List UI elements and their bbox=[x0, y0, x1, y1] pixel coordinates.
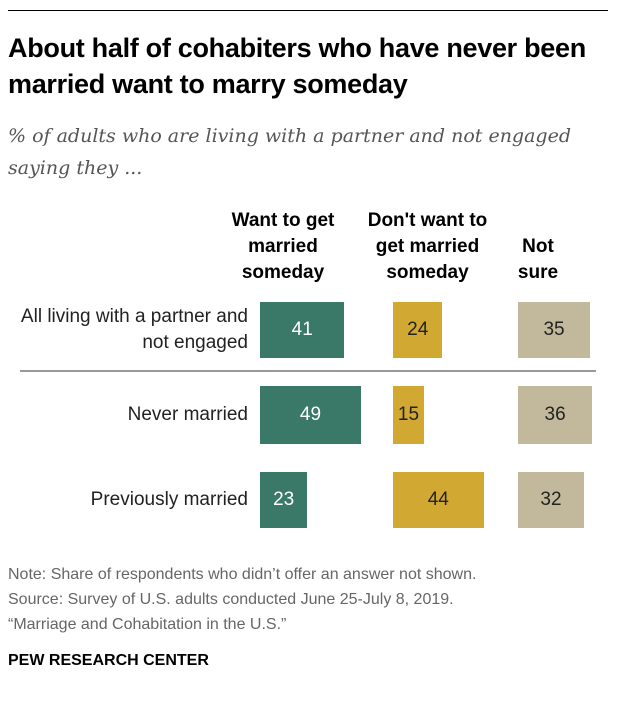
column-header-want: Want to get married someday bbox=[231, 210, 335, 283]
top-rule bbox=[8, 10, 608, 11]
data-label: 23 bbox=[273, 489, 295, 510]
report-line: “Marriage and Cohabitation in the U.S.” bbox=[8, 616, 287, 633]
brand-logo-text: PEW RESEARCH CENTER bbox=[8, 652, 209, 669]
separator-line bbox=[20, 370, 596, 372]
data-label: 24 bbox=[407, 319, 429, 340]
column-header-not-sure: Not sure bbox=[517, 236, 559, 283]
data-label: 15 bbox=[397, 404, 420, 425]
data-label: 49 bbox=[299, 404, 322, 425]
notes: Note: Share of respondents who didn’t of… bbox=[8, 562, 476, 637]
column-header-dont-want: Don't want to get married someday bbox=[367, 210, 488, 283]
note-line: Note: Share of respondents who didn’t of… bbox=[8, 566, 477, 583]
bar-not-sure: 32 bbox=[518, 472, 584, 528]
bar-dont-want: 15 bbox=[393, 386, 424, 444]
source-line: Source: Survey of U.S. adults conducted … bbox=[8, 591, 454, 608]
row-label: All living with a partner and not engage… bbox=[20, 306, 248, 353]
data-label: 41 bbox=[291, 319, 313, 340]
bar-not-sure: 36 bbox=[518, 386, 593, 444]
data-label: 32 bbox=[540, 489, 562, 510]
data-label: 36 bbox=[544, 404, 566, 425]
chart-title: About half of cohabiters who have never … bbox=[8, 33, 586, 99]
row-label: Never married bbox=[127, 404, 248, 425]
data-label: 44 bbox=[427, 489, 449, 510]
bar-dont-want: 24 bbox=[393, 302, 443, 358]
data-label: 35 bbox=[543, 319, 565, 340]
bar-dont-want: 44 bbox=[393, 472, 484, 528]
bar-want: 49 bbox=[260, 386, 361, 444]
bar-want: 41 bbox=[260, 302, 345, 358]
row-label: Previously married bbox=[90, 489, 248, 510]
chart-subtitle: % of adults who are living with a partne… bbox=[8, 125, 571, 179]
bar-not-sure: 35 bbox=[518, 302, 591, 358]
bar-want: 23 bbox=[260, 472, 308, 528]
